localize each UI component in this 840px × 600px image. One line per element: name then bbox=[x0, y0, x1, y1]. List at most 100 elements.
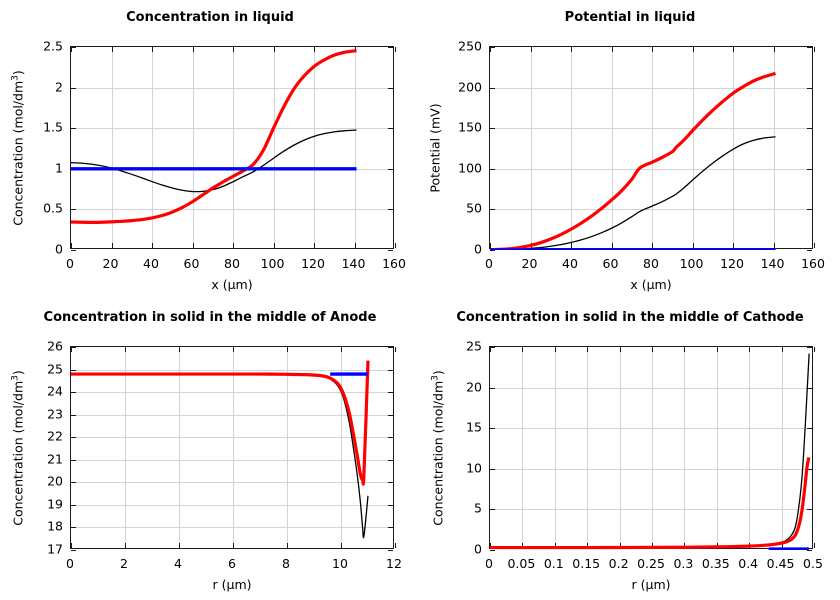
x-tick-top bbox=[782, 347, 783, 352]
y-tick-label: 10 bbox=[466, 460, 482, 476]
y-tick-label: 0 bbox=[474, 541, 482, 557]
x-tick-label: 120 bbox=[301, 256, 325, 271]
y-tick-label: 25 bbox=[466, 338, 482, 354]
y-tick bbox=[490, 250, 495, 251]
series-line-red-thick bbox=[71, 360, 370, 486]
x-tick bbox=[555, 543, 556, 548]
x-tick-top bbox=[652, 347, 653, 352]
y-tick-right bbox=[388, 209, 393, 210]
x-tick-label: 0.5 bbox=[803, 556, 823, 571]
grid-line-vertical bbox=[314, 47, 315, 248]
x-tick bbox=[287, 543, 288, 548]
series-line-black-thin bbox=[71, 373, 369, 539]
grid-line-vertical bbox=[112, 47, 113, 248]
x-tick-top bbox=[571, 47, 572, 52]
x-tick-top bbox=[341, 347, 342, 352]
grid-line-vertical bbox=[152, 47, 153, 248]
y-tick-right bbox=[807, 388, 812, 389]
y-tick-right bbox=[807, 88, 812, 89]
x-tick bbox=[652, 243, 653, 248]
x-tick-top bbox=[490, 347, 491, 352]
x-tick bbox=[193, 243, 194, 248]
y-tick-label: 0 bbox=[55, 241, 63, 257]
y-tick bbox=[490, 88, 495, 89]
x-tick bbox=[587, 543, 588, 548]
grid-line-vertical bbox=[620, 347, 621, 548]
y-tick bbox=[490, 509, 495, 510]
y-tick-right bbox=[388, 169, 393, 170]
panel-concentration-solid-cathode: Concentration in solid in the middle of … bbox=[420, 300, 840, 600]
x-tick-label: 0.45 bbox=[766, 556, 795, 571]
x-tick-label: 0.4 bbox=[738, 556, 759, 571]
y-tick-right bbox=[807, 509, 812, 510]
x-tick-top bbox=[814, 347, 815, 352]
x-tick-top bbox=[395, 347, 396, 352]
x-tick-label: 0 bbox=[66, 556, 74, 571]
x-tick-label: 0.2 bbox=[608, 556, 629, 571]
x-tick-top bbox=[233, 347, 234, 352]
grid-line-vertical bbox=[571, 47, 572, 248]
y-tick bbox=[490, 209, 495, 210]
x-tick-label: 140 bbox=[760, 256, 785, 271]
x-tick bbox=[125, 543, 126, 548]
x-tick-top bbox=[274, 47, 275, 52]
panel-potential-in-liquid: Potential in liquid 0 20 40 60 80 100 120 140 160… bbox=[420, 0, 840, 300]
y-tick-label: 1.5 bbox=[43, 119, 63, 135]
y-tick bbox=[490, 169, 495, 170]
x-tick-label: 2 bbox=[120, 556, 128, 571]
x-tick-label: 12 bbox=[386, 556, 402, 571]
y-tick-right bbox=[388, 460, 393, 461]
grid-line-vertical bbox=[684, 347, 685, 548]
x-tick-top bbox=[733, 47, 734, 52]
y-tick bbox=[490, 128, 495, 129]
panel-concentration-solid-anode: Concentration in solid in the middle of … bbox=[0, 300, 420, 600]
x-tick bbox=[684, 543, 685, 548]
x-tick bbox=[490, 543, 491, 548]
grid-line-vertical bbox=[733, 47, 734, 248]
x-tick-label: 80 bbox=[643, 256, 659, 271]
y-tick bbox=[490, 428, 495, 429]
x-axis-label: r (μm) bbox=[631, 577, 671, 592]
y-tick bbox=[71, 128, 76, 129]
y-tick-right bbox=[388, 370, 393, 371]
y-tick-right bbox=[388, 392, 393, 393]
y-tick-label: 26 bbox=[47, 338, 63, 354]
x-axis-label: x (μm) bbox=[211, 277, 253, 292]
x-tick-top bbox=[490, 47, 491, 52]
x-tick-label: 6 bbox=[228, 556, 236, 571]
x-tick-label: 40 bbox=[143, 256, 159, 271]
y-axis-label: Concentration (mol/dm3) bbox=[10, 369, 26, 526]
x-tick bbox=[152, 243, 153, 248]
x-tick-label: 160 bbox=[801, 256, 825, 271]
x-tick bbox=[395, 243, 396, 248]
x-tick-label: 80 bbox=[224, 256, 240, 271]
grid-line-vertical bbox=[612, 47, 613, 248]
y-tick bbox=[71, 209, 76, 210]
y-tick bbox=[490, 347, 495, 348]
x-tick bbox=[71, 543, 72, 548]
series-layer bbox=[71, 49, 357, 224]
x-tick-top bbox=[395, 47, 396, 52]
x-tick-label: 0.05 bbox=[507, 556, 536, 571]
y-axis-label: Concentration (mol/dm3) bbox=[10, 69, 26, 226]
x-tick-top bbox=[179, 347, 180, 352]
plot-area bbox=[70, 46, 396, 251]
x-tick-top bbox=[555, 347, 556, 352]
series-line-black-thin bbox=[490, 353, 810, 549]
y-tick-label: 50 bbox=[466, 200, 482, 216]
x-axis-label: r (μm) bbox=[212, 577, 252, 592]
x-tick bbox=[314, 243, 315, 248]
x-tick-label: 8 bbox=[282, 556, 290, 571]
x-tick-label: 0.35 bbox=[701, 556, 730, 571]
y-tick-right bbox=[388, 527, 393, 528]
grid-line-vertical bbox=[717, 347, 718, 548]
series-line-red-thick bbox=[490, 457, 811, 550]
grid-line-horizontal bbox=[71, 527, 393, 528]
x-tick bbox=[112, 243, 113, 248]
y-tick bbox=[71, 347, 76, 348]
x-tick-top bbox=[71, 347, 72, 352]
panel-title: Concentration in liquid bbox=[126, 10, 294, 25]
y-tick-label: 150 bbox=[458, 119, 482, 135]
x-tick-top bbox=[125, 347, 126, 352]
y-tick bbox=[490, 388, 495, 389]
